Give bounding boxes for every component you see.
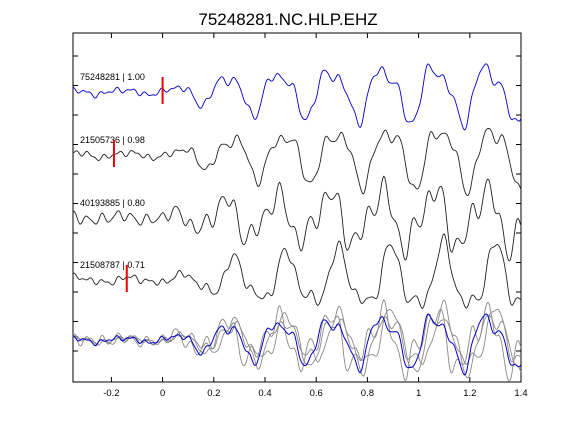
x-tick-label: 0.8 bbox=[361, 388, 374, 399]
stack-overlay-trace bbox=[73, 299, 522, 383]
trace-label: 40193885 | 0.80 bbox=[80, 198, 145, 208]
trace-waveform bbox=[73, 175, 522, 262]
trace-labels: 75248281 | 1.00 21505736 | 0.98 40193885 |… bbox=[80, 72, 145, 270]
x-tick-label: 0 bbox=[160, 388, 165, 399]
plot-frame bbox=[72, 32, 522, 383]
trace-group bbox=[72, 63, 522, 309]
x-tick-label: 0.6 bbox=[310, 388, 323, 399]
trace-waveform bbox=[72, 127, 522, 197]
chart-title: 75248281.NC.HLP.EHZ bbox=[198, 10, 377, 29]
trace-waveform bbox=[72, 233, 522, 309]
pick-markers bbox=[112, 77, 164, 292]
stack-reference-trace bbox=[72, 313, 522, 376]
stack-overlay-trace bbox=[72, 314, 522, 379]
x-tick-label: -0.2 bbox=[103, 388, 119, 399]
stack-overlay bbox=[72, 299, 522, 383]
stack-overlay-trace bbox=[72, 299, 522, 366]
x-axis: -0.2 0 0.2 0.4 0.6 0.8 1 1.2 1.4 bbox=[103, 33, 528, 399]
trace-label: 21508787 | 0.71 bbox=[80, 260, 145, 270]
trace-label: 21505736 | 0.98 bbox=[80, 135, 145, 145]
x-tick-label: 0.4 bbox=[258, 388, 271, 399]
trace-waveform bbox=[72, 63, 522, 131]
x-tick-label: 1.4 bbox=[514, 388, 527, 399]
trace-label: 75248281 | 1.00 bbox=[80, 72, 145, 82]
x-tick-label: 0.2 bbox=[207, 388, 220, 399]
x-tick-label: 1.2 bbox=[463, 388, 476, 399]
y-axis-ticks bbox=[73, 55, 521, 352]
x-tick-label: 1 bbox=[416, 388, 421, 399]
